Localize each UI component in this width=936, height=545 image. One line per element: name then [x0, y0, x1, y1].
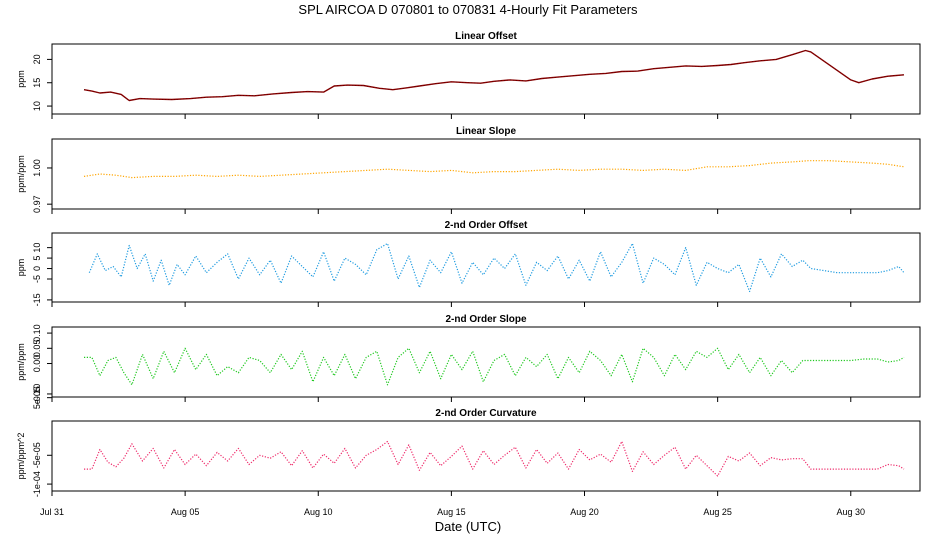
panel-2-frame — [51, 138, 921, 210]
panel-4-ytick-label: 0.00 — [32, 355, 42, 373]
panel-1-frame — [51, 43, 921, 115]
panel-3-ylabel: ppm — [16, 259, 26, 277]
panel-2-ytick-label: 0.97 — [32, 195, 42, 213]
panel-5-ytick-label: -1e-04 — [32, 471, 42, 497]
panel-3-ytick-label: -5 — [32, 275, 42, 283]
panel-4-title: 2-nd Order Slope — [445, 314, 527, 325]
panel-5-ytick-label: 5e-05 — [32, 386, 42, 409]
panel-1-ytick-label: 15 — [32, 78, 42, 88]
x-tick-label: Aug 25 — [703, 507, 732, 517]
panel-4-series-line — [84, 347, 905, 386]
panel-3-ytick-label: 10 — [32, 243, 42, 253]
panel-4-ytick-label: 0.05 — [32, 340, 42, 358]
panel-5-frame — [51, 420, 921, 492]
panel-1-ylabel: ppm — [16, 70, 26, 88]
panel-3-title: 2-nd Order Offset — [445, 220, 528, 231]
panel-3-frame — [51, 232, 921, 303]
panel-3-ytick-label: 5 — [32, 256, 42, 261]
x-tick-label: Aug 20 — [570, 507, 599, 517]
panel-1-ytick-label: 10 — [32, 101, 42, 111]
panel-5-series-line — [84, 440, 905, 477]
panel-2-ytick-label: 1.00 — [32, 159, 42, 177]
x-tick-label: Aug 05 — [171, 507, 200, 517]
x-tick-label: Aug 10 — [304, 507, 333, 517]
panel-1-ytick-label: 20 — [32, 54, 42, 64]
panel-4-ylabel: ppm/ppm — [16, 343, 26, 381]
panel-1-title: Linear Offset — [455, 31, 517, 42]
panel-5-ytick-label: -5e-05 — [32, 442, 42, 468]
panel-2-title: Linear Slope — [456, 126, 516, 137]
x-axis-label: Date (UTC) — [435, 519, 501, 534]
panel-1-series-line — [83, 49, 905, 102]
panel-2-series-line — [83, 160, 905, 179]
panel-5-title: 2-nd Order Curvature — [435, 408, 537, 419]
x-tick-label: Jul 31 — [40, 507, 64, 517]
panel-3-series-line — [88, 242, 905, 293]
panel-4-ytick-label: 0.10 — [32, 324, 42, 342]
panel-3-ytick-label: -15 — [32, 293, 42, 306]
x-tick-label: Aug 30 — [837, 507, 866, 517]
figure-title: SPL AIRCOA D 070801 to 070831 4-Hourly F… — [298, 2, 638, 17]
panel-4-frame — [51, 326, 921, 398]
panel-3-ytick-label: 0 — [32, 266, 42, 271]
x-tick-label: Aug 15 — [437, 507, 466, 517]
panel-5-ylabel: ppm/ppm^2 — [16, 433, 26, 480]
panel-4-ytick-label: -0.10 — [32, 384, 42, 405]
panel-2-ylabel: ppm/ppm — [16, 155, 26, 193]
